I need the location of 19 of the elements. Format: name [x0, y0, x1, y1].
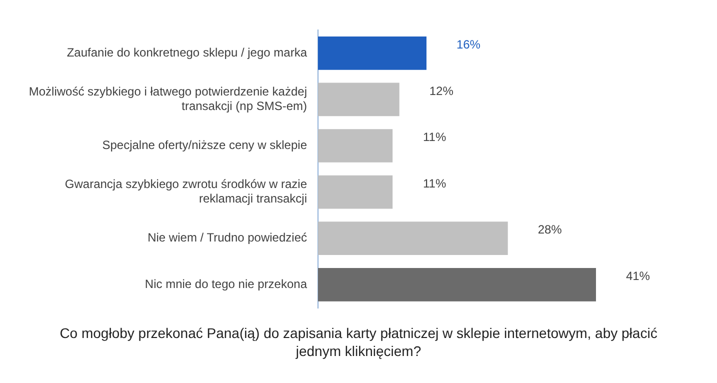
bar: [318, 82, 400, 116]
data-label: 11%: [423, 176, 446, 190]
bar: [318, 268, 596, 302]
text: Co mogłoby przekonać Pana(ią) do zapisania karty płatniczej w sklepie internetowym, aby płacić jednym kliknięciem?: [58, 324, 658, 360]
y-tick-label: Nie wiem / Trudno powiedzieć: [148, 230, 307, 245]
data-label: 28%: [538, 222, 562, 237]
bar: [318, 129, 393, 162]
data-label: 12%: [429, 84, 454, 98]
y-tick-label: Możliwość szybkiego i łatwego potwierdzenie każdej transakcji (np SMS-em): [28, 84, 307, 113]
data-label: 16%: [456, 37, 481, 52]
data-label: 41%: [626, 268, 650, 283]
bar: [318, 222, 508, 256]
data-label: 11%: [423, 130, 446, 144]
bar: [318, 36, 426, 70]
y-tick-label: Nic mnie do tego nie przekona: [144, 276, 308, 291]
y-tick-label: Zaufanie do konkretnego sklepu / jego marka: [66, 45, 308, 60]
bar: [318, 175, 393, 209]
y-tick-label: Gwarancja szybkiego zwrotu środków w razie reklamacji transakcji: [64, 177, 308, 206]
y-tick-label: Specjalne oferty/niższe ceny w sklepie: [102, 138, 308, 152]
